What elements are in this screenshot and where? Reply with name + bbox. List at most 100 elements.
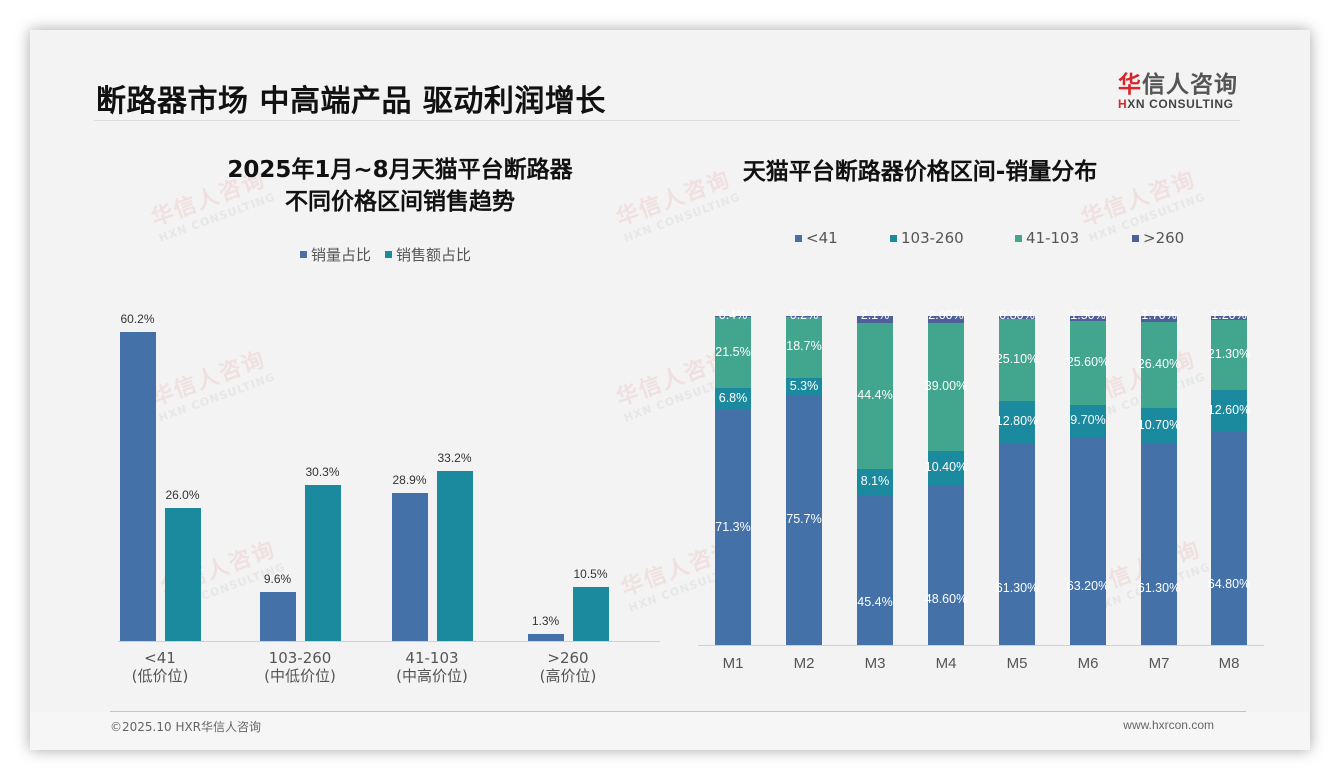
stacked-segment-gt260[interactable] [1070, 316, 1106, 321]
stacked-segment-gt260[interactable] [928, 316, 964, 323]
stacked-segment-lt41[interactable] [1141, 443, 1177, 645]
segment-value-label: 26.40% [1137, 356, 1181, 371]
bar-value-label: 1.3% [531, 614, 560, 629]
stacked-segment-r103_260[interactable] [1141, 408, 1177, 444]
segment-value-label: 25.10% [995, 351, 1039, 366]
x-axis-category-label: <41 (低价位) [131, 649, 189, 685]
segment-value-label: 12.60% [1207, 402, 1251, 417]
legend-swatch-sales [385, 251, 393, 258]
segment-value-label: 0.4% [718, 308, 748, 322]
legend-swatch-lt41 [795, 234, 802, 242]
segment-value-label: 2.00% [928, 308, 964, 322]
segment-value-label: 10.40% [924, 459, 968, 474]
bar-sales-share[interactable] [304, 485, 341, 641]
segment-value-label: 8.1% [860, 474, 890, 489]
x-axis-month-label: M1 [722, 655, 744, 672]
segment-value-label: 61.30% [995, 580, 1039, 595]
logo-name: 信人咨询 [1142, 72, 1238, 98]
x-axis-month-label: M4 [935, 655, 957, 672]
page-title: 断路器市场 中高端产品 驱动利润增长 [96, 84, 606, 119]
bar-sales-share[interactable] [572, 587, 609, 641]
x-axis-month-label: M6 [1077, 655, 1099, 672]
bar-sales-share[interactable] [436, 470, 473, 641]
stacked-segment-r103_260[interactable] [1211, 390, 1247, 432]
stacked-segment-r41_103[interactable] [786, 316, 822, 379]
stacked-segment-lt41[interactable] [786, 395, 822, 645]
bar-value-label: 28.9% [392, 472, 427, 487]
stacked-segment-r103_260[interactable] [857, 468, 893, 496]
stacked-segment-r41_103[interactable] [1141, 321, 1177, 409]
legend-swatch-103-260 [890, 234, 897, 242]
stacked-segment-gt260[interactable] [1141, 316, 1177, 322]
stacked-segment-r103_260[interactable] [999, 401, 1035, 444]
x-axis-month-label: M8 [1218, 655, 1240, 672]
segment-value-label: 63.20% [1066, 578, 1110, 593]
slide: 断路器市场 中高端产品 驱动利润增长 华信人咨询 HXN CONSULTING … [30, 30, 1310, 750]
bar-sales-share[interactable] [164, 507, 201, 641]
legend-swatch-41-103 [1015, 234, 1022, 242]
stacked-segment-gt260[interactable] [857, 316, 893, 323]
segment-value-label: 1.50% [1070, 308, 1106, 322]
stacked-segment-lt41[interactable] [857, 495, 893, 645]
segment-value-label: 21.5% [715, 344, 751, 359]
footer-divider [110, 711, 1246, 712]
stacked-segment-r103_260[interactable] [1070, 405, 1106, 438]
bar-volume-share[interactable] [119, 332, 156, 641]
left-chart-x-axis [118, 641, 660, 642]
stacked-segment-gt260[interactable] [786, 316, 822, 317]
stacked-segment-lt41[interactable] [999, 443, 1035, 645]
segment-value-label: 44.4% [857, 387, 893, 402]
stacked-segment-r103_260[interactable] [928, 450, 964, 486]
stacked-segment-r41_103[interactable] [715, 317, 751, 389]
segment-value-label: 1.70% [1141, 308, 1177, 322]
bar-volume-share[interactable] [391, 492, 428, 641]
segment-value-label: 18.7% [786, 339, 822, 354]
logo-english: HXN CONSULTING [1118, 97, 1238, 111]
left-chart-title-line2: 不同价格区间销售趋势 [285, 189, 515, 215]
legend-item-volume[interactable]: 销量占比 [300, 244, 371, 265]
stacked-segment-r41_103[interactable] [1070, 320, 1106, 406]
stacked-segment-r41_103[interactable] [1211, 319, 1247, 391]
right-chart-title: 天猫平台断路器价格区间-销量分布 [742, 159, 1098, 185]
stacked-segment-r41_103[interactable] [928, 322, 964, 451]
stacked-segment-r103_260[interactable] [786, 378, 822, 396]
segment-value-label: 9.70% [1070, 413, 1106, 428]
legend-item-sales[interactable]: 销售额占比 [385, 244, 471, 265]
bar-value-label: 9.6% [263, 571, 292, 586]
bar-volume-share[interactable] [527, 634, 564, 641]
legend-item-lt41[interactable]: <41 [795, 229, 890, 247]
bar-volume-share[interactable] [259, 591, 296, 641]
legend-item-gt260[interactable]: >260 [1132, 229, 1184, 247]
footer-copyright: ©2025.10 HXR华信人咨询 [110, 720, 262, 734]
bar-value-label: 10.5% [573, 567, 608, 582]
stacked-segment-gt260[interactable] [999, 316, 1035, 319]
stacked-segment-r103_260[interactable] [715, 388, 751, 411]
logo-chinese: 华信人咨询 [1118, 65, 1238, 99]
x-axis-month-label: M2 [793, 655, 815, 672]
segment-value-label: 0.80% [999, 308, 1035, 322]
stacked-segment-r41_103[interactable] [857, 322, 893, 469]
segment-value-label: 21.30% [1207, 347, 1251, 362]
legend-item-41-103[interactable]: 41-103 [1015, 229, 1132, 247]
segment-value-label: 12.80% [995, 414, 1039, 429]
logo-en-name: XN CONSULTING [1127, 97, 1234, 111]
legend-swatch-gt260 [1132, 234, 1139, 242]
stacked-segment-gt260[interactable] [1211, 316, 1247, 320]
footer-website[interactable]: www.hxrcon.com [1123, 718, 1214, 732]
company-logo: 华信人咨询 HXN CONSULTING [1118, 65, 1238, 111]
stacked-segment-r41_103[interactable] [999, 318, 1035, 402]
stacked-segment-gt260[interactable] [715, 316, 751, 318]
bar-value-label: 33.2% [437, 450, 472, 465]
segment-value-label: 48.60% [924, 592, 968, 607]
stacked-segment-lt41[interactable] [1070, 437, 1106, 645]
segment-value-label: 6.8% [718, 391, 748, 406]
segment-value-label: 5.3% [789, 378, 819, 393]
segment-value-label: 71.3% [715, 519, 751, 534]
stacked-segment-lt41[interactable] [1211, 431, 1247, 645]
segment-value-label: 10.70% [1137, 417, 1181, 432]
legend-item-103-260[interactable]: 103-260 [890, 229, 1015, 247]
stacked-segment-lt41[interactable] [715, 410, 751, 645]
segment-value-label: 45.4% [857, 595, 893, 610]
stacked-segment-lt41[interactable] [928, 485, 964, 645]
